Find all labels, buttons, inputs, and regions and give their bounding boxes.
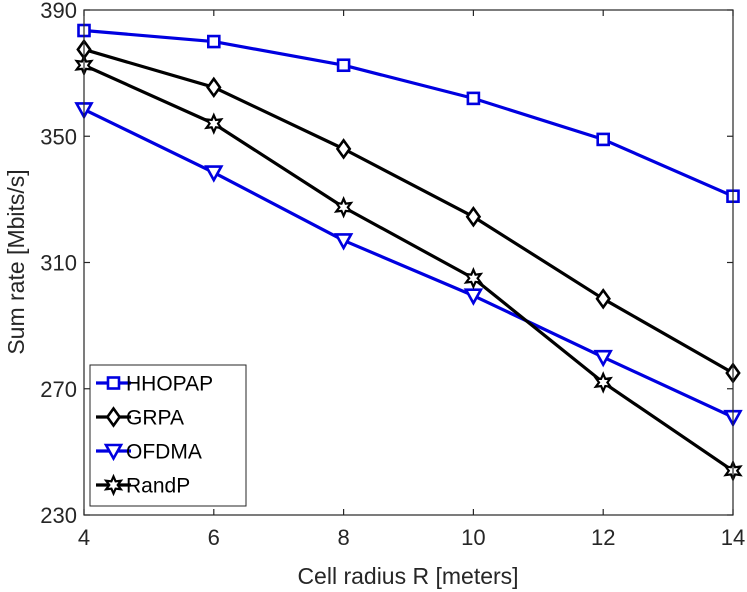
data-point-ofdma — [593, 349, 613, 368]
series-line-randp — [83, 63, 734, 473]
data-point-randp — [593, 371, 613, 394]
data-point-hhopap — [596, 132, 611, 147]
data-point-randp — [333, 195, 354, 219]
legend-entry-grpa: GRPA — [96, 406, 184, 430]
x-tick-label: 6 — [208, 525, 220, 550]
y-axis-title: Sum rate [Mbits/s] — [3, 169, 29, 354]
data-point-grpa — [206, 76, 222, 99]
y-tick-label: 270 — [40, 377, 77, 402]
legend-label-randp: RandP — [126, 475, 190, 498]
data-point-randp — [204, 112, 224, 135]
legend-entry-randp: RandP — [96, 473, 190, 498]
series-grpa — [76, 38, 741, 384]
legend-entry-hhopap: HHOPAP — [96, 373, 213, 396]
legend-entry-ofdma: OFDMA — [96, 441, 202, 464]
legend-marker-hhopap — [106, 376, 121, 390]
legend-label-hhopap: HHOPAP — [126, 373, 213, 396]
x-axis-title: Cell radius R [meters] — [297, 563, 518, 589]
x-tick-label: 10 — [461, 525, 485, 550]
legend-marker-ofdma — [103, 443, 124, 462]
legend-marker-randp — [103, 473, 124, 497]
x-tick-label: 8 — [337, 525, 349, 550]
series-line-grpa — [83, 47, 734, 375]
data-point-ofdma — [463, 288, 484, 306]
x-tick-label: 4 — [78, 525, 90, 550]
x-tick-label: 12 — [591, 525, 615, 550]
y-tick-label: 310 — [40, 251, 77, 276]
data-point-grpa — [595, 288, 611, 310]
y-tick-label: 230 — [40, 503, 77, 528]
series-ofdma — [74, 102, 743, 428]
series-line-ofdma — [83, 107, 734, 419]
ticks-layer: 4 6 8 10 12 14 230 270 310 350 390 — [40, 0, 745, 550]
legend-label-ofdma: OFDMA — [126, 441, 202, 464]
legend-marker-grpa — [105, 406, 122, 428]
data-point-ofdma — [204, 165, 224, 183]
y-tick-label: 350 — [40, 124, 77, 149]
data-point-hhopap — [207, 34, 221, 49]
data-point-hhopap — [466, 91, 481, 106]
data-point-randp — [463, 267, 484, 290]
data-point-grpa — [335, 138, 352, 160]
data-point-grpa — [465, 206, 482, 228]
legend-label-grpa: GRPA — [126, 407, 184, 430]
y-tick-label: 390 — [40, 0, 77, 23]
x-tick-label: 14 — [721, 525, 745, 550]
legend: HHOPAP GRPA OFDMA RandP — [89, 364, 247, 507]
data-point-hhopap — [336, 58, 351, 73]
data-point-ofdma — [333, 233, 354, 251]
series-line-hhopap — [83, 28, 734, 198]
